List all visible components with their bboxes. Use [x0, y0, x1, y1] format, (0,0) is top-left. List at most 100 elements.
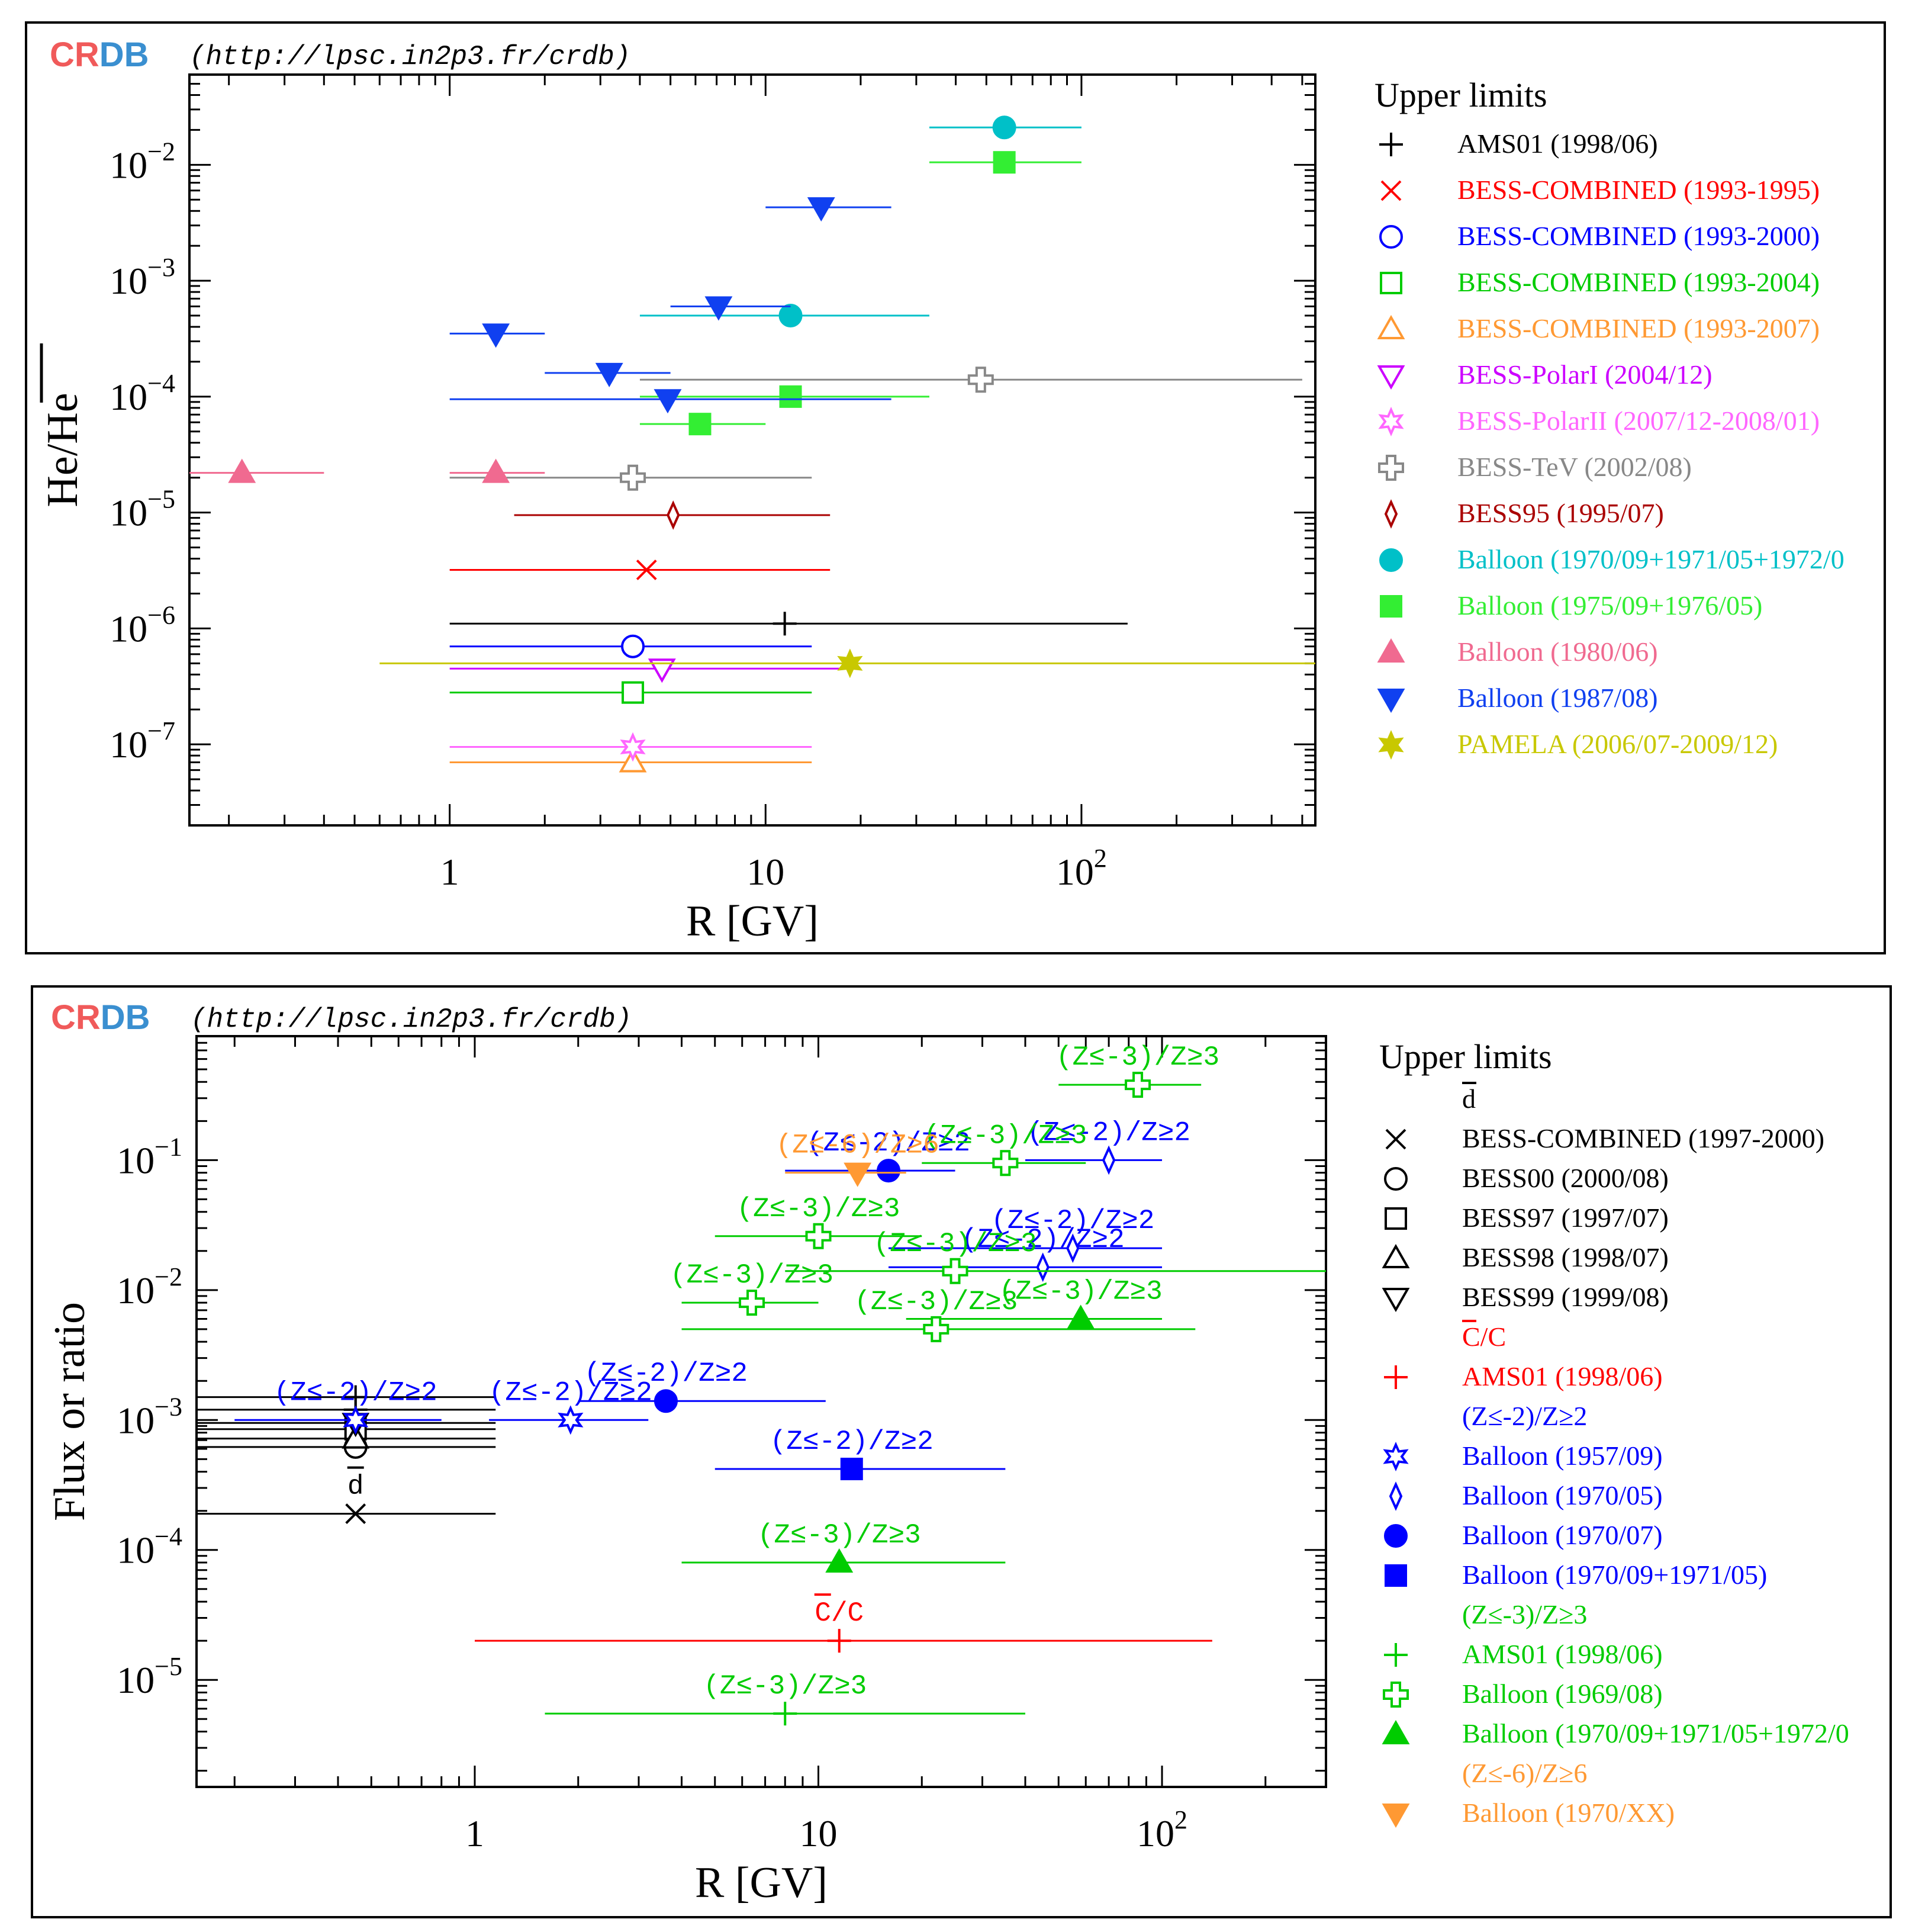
- point-label-17: (Z≤-3)/Z≥3: [758, 1520, 921, 1551]
- legend-label-4: BESS-COMBINED (1993-2007): [1457, 313, 1820, 343]
- legend-label-10: Balloon (1970/05): [1462, 1480, 1663, 1510]
- legend-label-11: Balloon (1970/07): [1462, 1520, 1663, 1550]
- data-point-13: [1066, 1233, 1080, 1264]
- point-label-19: (Z≤-3)/Z≥3: [854, 1287, 1018, 1317]
- legend-marker-9: [1379, 548, 1403, 572]
- crdb-logo: CRDB: [50, 36, 149, 74]
- legend-label-10: Balloon (1975/09+1976/05): [1457, 590, 1762, 621]
- data-point-20: [739, 1290, 765, 1316]
- point-label-7: (Z≤-2)/Z≥2: [274, 1377, 437, 1408]
- data-point-1: [636, 560, 657, 580]
- legend-label-12: Balloon (1987/08): [1457, 683, 1658, 713]
- legend-marker-5: [1382, 1288, 1410, 1313]
- legend: Upper limits AMS01 (1998/06) BESS-COMBINED…: [1375, 76, 1845, 760]
- data-point-11: [778, 304, 803, 328]
- legend-marker-7: [1378, 455, 1404, 481]
- legend-label-6: BESS-PolarII (2007/12-2008/01): [1457, 406, 1820, 436]
- y-axis-ticks: [189, 73, 1315, 827]
- data-point-9: [667, 500, 680, 530]
- data-point-16: [482, 458, 510, 483]
- legend-marker-6: [1378, 407, 1404, 436]
- x-tick-label-1: 10: [746, 851, 784, 893]
- point-label-15: C/C: [815, 1598, 864, 1629]
- legend-label-4: BESS98 (1998/07): [1462, 1242, 1669, 1272]
- y-tick-label-0: 10−7: [110, 716, 175, 766]
- point-label-23: (Z≤-3)/Z≥3: [1056, 1042, 1219, 1073]
- point-label-22: (Z≤-3)/Z≥3: [923, 1120, 1087, 1151]
- point-label-16: (Z≤-3)/Z≥3: [703, 1671, 867, 1702]
- y-axis-label: Flux or ratio: [46, 1302, 94, 1521]
- data-point-17: [825, 1548, 854, 1573]
- legend-marker-10: [1380, 595, 1402, 618]
- data-point-10: [877, 1159, 901, 1183]
- data-point-6: [620, 732, 646, 762]
- data-point-0: [345, 1503, 366, 1524]
- x-tick-label-2: 102: [1137, 1805, 1187, 1854]
- data-point-19: [923, 1316, 949, 1342]
- chart-bottom-svg: CRDB (http://lpsc.in2p3.fr/crdb) 1 10 102 10−…: [46, 998, 1849, 1907]
- legend-marker-11: [1377, 638, 1405, 663]
- x-axis-ticks: [233, 1036, 1327, 1787]
- point-label-8: (Z≤-2)/Z≥2: [489, 1377, 652, 1408]
- legend-marker-18: [1382, 1804, 1410, 1828]
- point-label-25: (Z≤-6)/Z≥6: [776, 1130, 939, 1161]
- legend-marker-12: [1377, 689, 1405, 713]
- legend-marker-4: [1377, 314, 1405, 339]
- data-point-19: [654, 389, 682, 414]
- legend-label-3: BESS97 (1997/07): [1462, 1203, 1669, 1233]
- y-axis-label: He/He: [38, 393, 87, 507]
- legend-label-6: C/C: [1462, 1322, 1506, 1352]
- legend-label-1: BESS-COMBINED (1997-2000): [1462, 1123, 1824, 1153]
- y-axis-ticks: [197, 1035, 1326, 1772]
- legend-label-0: AMS01 (1998/06): [1457, 128, 1658, 159]
- crdb-logo: CRDB: [51, 998, 150, 1037]
- legend-label-16: Balloon (1970/09+1971/05+1972/0: [1462, 1718, 1849, 1748]
- x-tick-label-1: 10: [800, 1812, 838, 1854]
- data-point-10: [992, 115, 1016, 140]
- point-label-13: (Z≤-2)/Z≥2: [991, 1206, 1154, 1236]
- legend-label-11: Balloon (1980/06): [1457, 637, 1658, 667]
- data-point-14: [1036, 1252, 1050, 1282]
- y-tick-label-0: 10−5: [117, 1652, 182, 1701]
- legend-title: Upper limits: [1379, 1037, 1552, 1076]
- data-point-18: [595, 362, 623, 387]
- data-point-6: [343, 1385, 368, 1409]
- crdb-url: (http://lpsc.in2p3.fr/crdb): [189, 41, 630, 72]
- point-label-18: (Z≤-3)/Z≥3: [999, 1277, 1163, 1307]
- legend-label-3: BESS-COMBINED (1993-2004): [1457, 267, 1820, 297]
- legend-label-8: BESS95 (1995/07): [1457, 498, 1664, 528]
- data-point-13: [779, 385, 802, 408]
- x-tick-label-2: 102: [1056, 844, 1107, 893]
- chart-panel-top: CRDB (http://lpsc.in2p3.fr/crdb) 1 10 102 10−…: [25, 21, 1886, 954]
- data-point-8: [620, 464, 646, 491]
- point-label-10: (Z≤-2)/Z≥2: [807, 1128, 970, 1159]
- data-point-15: [228, 458, 256, 483]
- data-point-0: [772, 612, 797, 636]
- data-point-15: [827, 1629, 851, 1653]
- legend-marker-13: [1378, 730, 1404, 760]
- crdb-url: (http://lpsc.in2p3.fr/crdb): [191, 1004, 632, 1035]
- data-point-18: [1067, 1304, 1095, 1329]
- point-label-21: (Z≤-3)/Z≥3: [736, 1194, 900, 1224]
- x-axis-ticks: [228, 75, 1303, 825]
- legend-marker-3: [1380, 272, 1402, 294]
- legend-marker-1: [1380, 180, 1402, 201]
- data-point-22: [992, 1150, 1019, 1176]
- data-point-21: [805, 1223, 832, 1249]
- data-point-12: [993, 151, 1016, 174]
- legend-marker-0: [1379, 133, 1403, 156]
- x-tick-label-0: 1: [465, 1812, 484, 1854]
- y-tick-label-5: 10−2: [110, 137, 175, 186]
- legend-marker-16: [1382, 1719, 1410, 1744]
- point-label-11: (Z≤-2)/Z≥2: [770, 1426, 934, 1457]
- legend-title: Upper limits: [1375, 76, 1547, 114]
- legend-marker-2: [1384, 1167, 1408, 1191]
- data-point-23: [1125, 1072, 1151, 1098]
- legend-marker-12: [1385, 1564, 1407, 1587]
- y-tick-label-1: 10−4: [117, 1522, 182, 1571]
- legend-marker-15: [1383, 1682, 1409, 1708]
- data-point-8: [558, 1405, 584, 1435]
- point-label-14: (Z≤-2)/Z≥2: [961, 1224, 1125, 1255]
- legend-marker-2: [1379, 225, 1403, 249]
- y-tick-label-4: 10−3: [110, 253, 175, 302]
